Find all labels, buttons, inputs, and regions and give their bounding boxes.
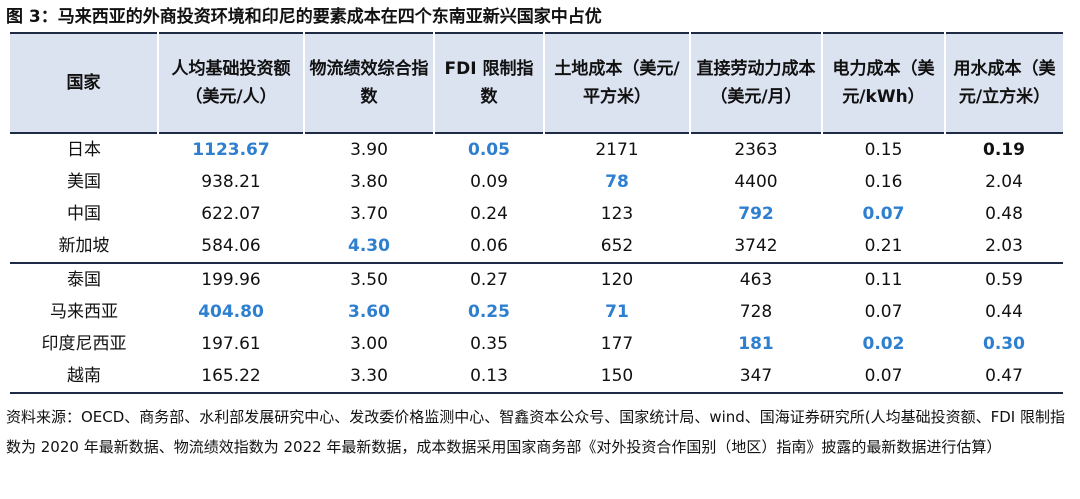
cell-labor: 3742 bbox=[690, 230, 822, 264]
cell-land: 123 bbox=[600, 204, 634, 224]
cell-water: 0.48 bbox=[985, 204, 1023, 224]
col-header-land: 土地成本（美元/平方米） bbox=[544, 33, 691, 133]
cell-water: 2.04 bbox=[985, 172, 1023, 192]
country-name: 越南 bbox=[10, 360, 158, 394]
cell-water: 0.59 bbox=[985, 270, 1023, 290]
cell-logistics: 4.30 bbox=[304, 230, 434, 264]
country-name: 泰国 bbox=[67, 270, 101, 290]
cell-land: 78 bbox=[605, 172, 629, 192]
cell-labor: 181 bbox=[738, 334, 774, 354]
cell-investment: 404.80 bbox=[198, 302, 264, 322]
cell-fdi: 0.13 bbox=[434, 360, 544, 394]
country-name: 中国 bbox=[67, 204, 101, 224]
source-note: 资料来源：OECD、商务部、水利部发展研究中心、发改委价格监测中心、智鑫资本公众… bbox=[6, 408, 1066, 456]
cell-labor: 792 bbox=[738, 204, 774, 224]
cell-logistics: 3.60 bbox=[348, 302, 390, 322]
cell-water: 2.03 bbox=[945, 230, 1063, 264]
cell-power: 0.07 bbox=[862, 204, 905, 224]
cell-investment: 622.07 bbox=[201, 204, 261, 224]
cell-water: 0.47 bbox=[945, 360, 1063, 394]
cell-fdi: 0.25 bbox=[468, 302, 510, 322]
cell-labor: 463 bbox=[739, 270, 773, 290]
cell-logistics: 3.70 bbox=[350, 204, 388, 224]
cell-land: 177 bbox=[600, 334, 634, 354]
col-header-water: 用水成本（美元/立方米） bbox=[945, 33, 1063, 133]
country-name: 印度尼西亚 bbox=[41, 334, 127, 354]
cell-water: 0.44 bbox=[985, 302, 1023, 322]
country-name: 马来西亚 bbox=[50, 302, 118, 322]
cell-investment: 199.96 bbox=[201, 270, 261, 290]
cell-power: 0.07 bbox=[822, 360, 945, 394]
table-row: 新加坡 584.06 4.30 0.06 652 3742 0.21 2.03 bbox=[10, 230, 1063, 264]
cell-investment: 197.61 bbox=[201, 334, 261, 354]
cell-land: 2171 bbox=[595, 140, 639, 160]
cell-fdi: 0.09 bbox=[470, 172, 508, 192]
col-header-logistics: 物流绩效综合指数 bbox=[304, 33, 435, 133]
cell-power: 0.21 bbox=[822, 230, 945, 264]
cell-land: 652 bbox=[544, 230, 690, 264]
cell-power: 0.15 bbox=[864, 140, 903, 160]
cell-logistics: 3.80 bbox=[350, 172, 388, 192]
country-name: 日本 bbox=[67, 140, 101, 160]
col-header-labor: 直接劳动力成本（美元/月） bbox=[690, 33, 823, 133]
cell-investment: 165.22 bbox=[158, 360, 304, 394]
cell-fdi: 0.35 bbox=[470, 334, 508, 354]
cell-water: 0.30 bbox=[983, 334, 1025, 354]
table-row: 印度尼西亚 197.61 3.00 0.35 177 181 0.02 0.30 bbox=[10, 328, 1063, 360]
country-name: 美国 bbox=[67, 172, 101, 192]
cell-investment: 938.21 bbox=[201, 172, 261, 192]
cell-fdi: 0.24 bbox=[470, 204, 508, 224]
cell-fdi: 0.06 bbox=[434, 230, 544, 264]
cell-labor: 347 bbox=[690, 360, 822, 394]
cell-land: 120 bbox=[600, 270, 634, 290]
table-row: 美国 938.21 3.80 0.09 78 4400 0.16 2.04 bbox=[10, 166, 1063, 198]
cell-fdi: 0.27 bbox=[470, 270, 508, 290]
cell-investment: 1123.67 bbox=[192, 140, 270, 160]
country-name: 新加坡 bbox=[10, 230, 158, 264]
col-header-power: 电力成本（美元/kWh） bbox=[822, 33, 946, 133]
cell-water: 0.19 bbox=[983, 140, 1025, 160]
cell-labor: 728 bbox=[739, 302, 773, 322]
cell-power: 0.16 bbox=[864, 172, 903, 192]
cell-power: 0.07 bbox=[864, 302, 903, 322]
cell-investment: 584.06 bbox=[158, 230, 304, 264]
col-header-country: 国家 bbox=[10, 33, 159, 133]
cell-labor: 4400 bbox=[734, 172, 778, 192]
cell-land: 150 bbox=[544, 360, 690, 394]
cell-logistics: 3.00 bbox=[350, 334, 388, 354]
data-table: 国家 人均基础投资额（美元/人） 物流绩效综合指数 FDI 限制指数 土地成本（… bbox=[10, 32, 1063, 394]
cell-fdi: 0.05 bbox=[468, 140, 510, 160]
col-header-fdi: FDI 限制指数 bbox=[434, 33, 545, 133]
cell-power: 0.02 bbox=[862, 334, 905, 354]
table-row: 中国 622.07 3.70 0.24 123 792 0.07 0.48 bbox=[10, 198, 1063, 230]
header-row: 国家 人均基础投资额（美元/人） 物流绩效综合指数 FDI 限制指数 土地成本（… bbox=[10, 33, 1063, 133]
table-row: 日本 1123.67 3.90 0.05 2171 2363 0.15 0.19 bbox=[10, 133, 1063, 166]
cell-logistics: 3.90 bbox=[350, 140, 388, 160]
col-header-investment: 人均基础投资额（美元/人） bbox=[158, 33, 305, 133]
table-row: 马来西亚 404.80 3.60 0.25 71 728 0.07 0.44 bbox=[10, 296, 1063, 328]
cell-power: 0.11 bbox=[864, 270, 903, 290]
cell-logistics: 3.50 bbox=[350, 270, 388, 290]
cell-logistics: 3.30 bbox=[304, 360, 434, 394]
cell-labor: 2363 bbox=[734, 140, 778, 160]
table-row: 泰国 199.96 3.50 0.27 120 463 0.11 0.59 bbox=[10, 263, 1063, 296]
cell-land: 71 bbox=[605, 302, 629, 322]
figure-caption: 图 3：马来西亚的外商投资环境和印尼的要素成本在四个东南亚新兴国家中占优 bbox=[6, 7, 602, 27]
table-row: 越南 165.22 3.30 0.13 150 347 0.07 0.47 bbox=[10, 360, 1063, 394]
